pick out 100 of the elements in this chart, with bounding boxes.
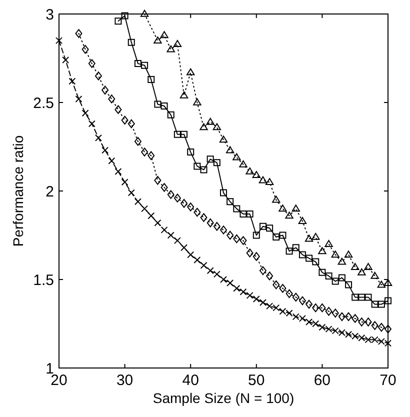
x-tick-label: 60 <box>314 372 331 389</box>
point <box>94 72 102 80</box>
point <box>259 266 266 276</box>
point <box>306 254 313 262</box>
x-tick-label: 70 <box>380 372 396 389</box>
point <box>180 198 188 208</box>
point <box>82 110 89 117</box>
point <box>233 205 240 212</box>
point <box>371 321 378 330</box>
point <box>88 120 96 128</box>
point <box>318 247 326 254</box>
point <box>378 322 385 332</box>
point <box>108 94 116 104</box>
point <box>298 216 307 224</box>
point <box>186 68 195 76</box>
point <box>232 153 241 160</box>
point <box>252 295 260 302</box>
point <box>377 280 386 288</box>
point <box>239 160 248 168</box>
point <box>364 294 372 301</box>
point <box>332 308 339 318</box>
point <box>193 98 202 106</box>
point <box>298 251 306 258</box>
point <box>272 280 280 290</box>
point <box>325 306 332 316</box>
point <box>345 312 352 322</box>
x-tick-label: 50 <box>248 372 265 389</box>
point <box>206 218 214 228</box>
point <box>174 130 181 138</box>
point <box>338 274 346 282</box>
x-tick-label: 20 <box>50 372 68 389</box>
point <box>108 157 116 164</box>
x-axis-title: Sample Size (N = 100) <box>152 390 294 406</box>
point <box>306 300 313 309</box>
point <box>160 31 168 38</box>
point <box>371 300 378 308</box>
point <box>213 270 220 278</box>
point <box>167 190 174 199</box>
point <box>187 251 194 258</box>
point <box>148 151 155 160</box>
point <box>212 123 222 130</box>
point <box>194 208 201 217</box>
point <box>240 236 247 245</box>
point <box>370 272 379 279</box>
point <box>285 212 294 219</box>
y-tick-label: 2.5 <box>33 94 54 112</box>
point <box>345 281 352 288</box>
point <box>213 159 220 166</box>
point <box>364 318 372 326</box>
point <box>331 250 340 258</box>
point <box>154 176 162 185</box>
point <box>279 232 286 239</box>
point <box>128 38 135 46</box>
point <box>358 294 366 301</box>
point <box>200 213 208 222</box>
point <box>246 210 254 218</box>
point <box>128 189 135 196</box>
point <box>121 116 128 125</box>
x-tick-label: 40 <box>182 372 199 389</box>
point <box>220 226 227 234</box>
point <box>278 204 287 212</box>
point <box>246 248 254 258</box>
x-tick-label: 30 <box>116 372 134 389</box>
point <box>344 250 353 258</box>
point <box>154 100 162 108</box>
point <box>141 62 148 69</box>
point <box>351 263 360 270</box>
point <box>114 18 122 25</box>
point <box>258 176 268 184</box>
y-axis-title: Performance ratio <box>10 135 26 247</box>
point <box>272 234 280 241</box>
point <box>180 91 188 98</box>
point <box>272 196 280 203</box>
point <box>173 40 182 47</box>
point <box>200 166 208 174</box>
point <box>240 210 247 218</box>
point <box>378 300 385 308</box>
point <box>180 244 188 252</box>
point <box>226 198 234 206</box>
point <box>240 288 247 296</box>
point <box>187 202 194 212</box>
point <box>233 284 240 292</box>
point <box>102 86 109 95</box>
point <box>324 240 333 247</box>
point <box>134 60 142 68</box>
point <box>206 267 214 274</box>
point <box>358 268 366 276</box>
point <box>174 194 181 202</box>
point <box>200 123 208 130</box>
point <box>194 162 201 170</box>
point <box>88 59 96 68</box>
point <box>292 292 300 302</box>
point <box>56 37 62 44</box>
point <box>160 226 168 234</box>
point <box>226 280 234 287</box>
point <box>121 178 128 186</box>
point <box>174 237 181 244</box>
point <box>220 276 227 283</box>
point <box>75 29 82 38</box>
point <box>265 178 274 186</box>
